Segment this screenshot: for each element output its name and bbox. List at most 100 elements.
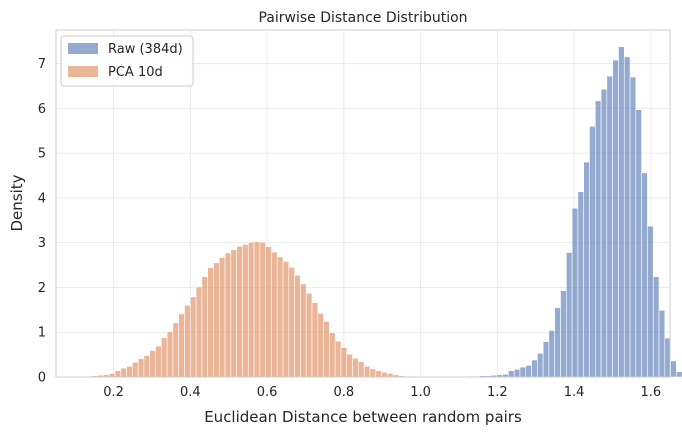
histogram-bar bbox=[311, 302, 319, 378]
histogram-bar bbox=[108, 373, 116, 378]
histogram-bar bbox=[329, 332, 336, 378]
legend-label-raw: Raw (384d) bbox=[108, 42, 183, 57]
plot-frame bbox=[55, 29, 671, 378]
histogram-bar bbox=[334, 340, 342, 378]
y-axis-label: Density bbox=[8, 174, 26, 231]
histogram-bar bbox=[363, 365, 371, 378]
y-tick-label: 2 bbox=[38, 281, 46, 296]
histogram-bar bbox=[114, 370, 122, 378]
y-tick-label: 5 bbox=[38, 147, 46, 162]
histogram-bar bbox=[670, 360, 677, 378]
histogram-bar bbox=[652, 276, 660, 378]
histogram-bar bbox=[647, 225, 654, 378]
series-0-bars bbox=[461, 46, 682, 378]
histogram-bar bbox=[242, 244, 249, 378]
histogram-bar bbox=[618, 46, 625, 378]
histogram-bar bbox=[224, 252, 232, 378]
histogram-bar bbox=[300, 283, 307, 378]
histogram-bar bbox=[288, 267, 295, 378]
x-tick-label: 1.2 bbox=[487, 385, 508, 400]
y-tick-label: 1 bbox=[38, 326, 46, 341]
histogram-bar bbox=[658, 309, 666, 378]
tick-labels: 0.2 0.4 0.6 0.8 1.0 1.2 1.4 1.6 0 1 2 3 4 5 6 7 bbox=[38, 57, 661, 400]
chart-title: Pairwise Distance Distribution bbox=[258, 10, 467, 26]
histogram-bar bbox=[513, 369, 521, 378]
histogram-bar bbox=[218, 257, 226, 378]
histogram-bar bbox=[352, 357, 359, 378]
legend-swatch-raw bbox=[68, 43, 98, 54]
histogram-bar bbox=[305, 292, 313, 378]
histogram-bar bbox=[525, 365, 532, 378]
x-tick-label: 0.2 bbox=[103, 385, 124, 400]
histogram-bar bbox=[317, 313, 324, 378]
histogram-bar bbox=[120, 367, 127, 378]
y-tick-label: 3 bbox=[38, 236, 46, 251]
histogram-bar bbox=[531, 359, 538, 378]
histogram-bar bbox=[589, 125, 596, 378]
y-tick-label: 6 bbox=[38, 102, 46, 117]
histogram-bar bbox=[508, 370, 515, 378]
histogram-bar bbox=[519, 366, 527, 378]
histogram-bar bbox=[230, 249, 237, 378]
y-tick-label: 4 bbox=[38, 191, 46, 206]
histogram-bar bbox=[346, 353, 353, 378]
histogram-bar bbox=[184, 305, 191, 378]
histogram-bar bbox=[190, 296, 197, 378]
x-tick-label: 0.6 bbox=[257, 385, 278, 400]
histogram-bar bbox=[282, 261, 290, 378]
histogram-bar bbox=[166, 331, 174, 378]
histogram-bar bbox=[635, 109, 642, 378]
histogram-bar bbox=[554, 307, 561, 378]
histogram-bar bbox=[276, 256, 284, 378]
histogram-bar bbox=[253, 241, 261, 378]
histogram-bars bbox=[74, 46, 682, 378]
histogram-bar bbox=[236, 245, 243, 378]
x-axis-label: Euclidean Distance between random pairs bbox=[204, 408, 522, 426]
x-tick-label: 1.6 bbox=[640, 385, 661, 400]
histogram-bar bbox=[132, 361, 139, 378]
histogram-bar bbox=[594, 100, 602, 378]
histogram-bar bbox=[369, 368, 377, 378]
histogram-bar bbox=[201, 276, 208, 378]
histogram-bar bbox=[126, 365, 133, 378]
histogram-bar bbox=[606, 75, 613, 378]
histogram-bar bbox=[207, 267, 214, 378]
histogram-bar bbox=[271, 251, 278, 378]
histogram-bar bbox=[149, 350, 156, 378]
y-tick-label: 7 bbox=[38, 57, 46, 72]
histogram-bar bbox=[381, 371, 388, 378]
histogram-bar bbox=[323, 321, 330, 378]
histogram-bar bbox=[265, 246, 272, 378]
histogram-bar bbox=[537, 352, 544, 378]
histogram-bar bbox=[143, 355, 151, 378]
histogram-bar bbox=[247, 241, 255, 378]
histogram-bar bbox=[137, 358, 145, 378]
x-tick-label: 1.0 bbox=[410, 385, 431, 400]
histogram-bar bbox=[542, 341, 550, 378]
y-tick-label: 0 bbox=[38, 371, 46, 386]
x-tick-label: 0.8 bbox=[333, 385, 354, 400]
histogram-bar bbox=[577, 191, 584, 378]
histogram-bar bbox=[340, 347, 348, 378]
histogram-bar bbox=[195, 286, 203, 378]
histogram-bar bbox=[566, 252, 573, 378]
legend: Raw (384d) PCA 10d bbox=[60, 35, 194, 87]
x-tick-label: 1.4 bbox=[564, 385, 585, 400]
histogram-bar bbox=[259, 241, 266, 378]
histogram-bar bbox=[600, 88, 608, 378]
histogram-bar bbox=[213, 262, 220, 378]
histogram-bar bbox=[294, 275, 301, 378]
histogram-bar bbox=[161, 337, 168, 378]
histogram-bar bbox=[612, 59, 619, 378]
histogram-bar bbox=[155, 345, 162, 378]
legend-label-pca: PCA 10d bbox=[108, 65, 163, 80]
histogram-bar bbox=[548, 330, 556, 378]
histogram-bar bbox=[629, 76, 637, 378]
histogram-bar bbox=[387, 373, 394, 378]
histogram-bar bbox=[172, 322, 180, 378]
x-tick-label: 0.4 bbox=[180, 385, 201, 400]
histogram-bar bbox=[178, 313, 185, 378]
histogram-bar bbox=[676, 371, 682, 378]
histogram-bar bbox=[641, 172, 648, 378]
